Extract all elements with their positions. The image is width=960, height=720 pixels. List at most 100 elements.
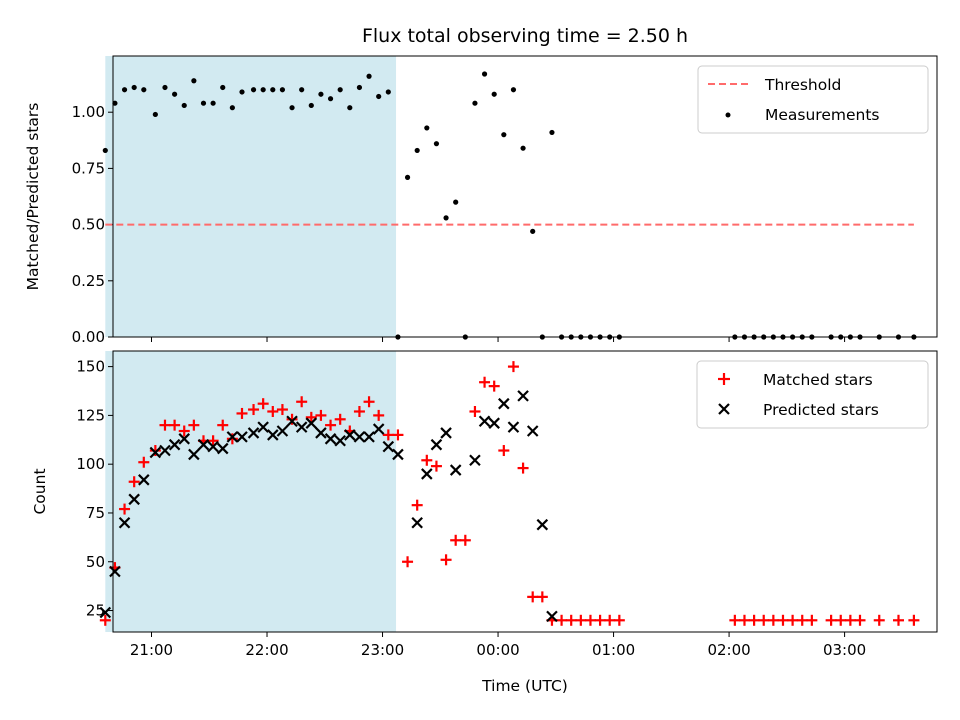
measurement-point (152, 111, 158, 118)
y-tick-label: 50 (86, 553, 105, 571)
cross-stroke (168, 438, 181, 451)
measurement-point (239, 89, 245, 95)
matched-star-point (286, 413, 298, 425)
matched-star-point (315, 409, 327, 421)
measurement-point (337, 87, 343, 93)
cross-stroke (449, 464, 462, 476)
predicted-star-point (411, 516, 423, 529)
cross-stroke (526, 425, 539, 437)
predicted-star-point (305, 417, 318, 429)
predicted-star-point (236, 431, 248, 443)
matched-star-point (825, 614, 837, 626)
matched-star-point (188, 419, 200, 431)
matched-star-point (556, 614, 568, 626)
predicted-star-point (267, 429, 279, 441)
matched-star-point (854, 614, 866, 626)
matched-star-point (440, 554, 452, 566)
predicted-star-point (197, 438, 210, 451)
cross-stroke (178, 433, 191, 445)
predicted-star-point (469, 454, 481, 467)
matched-star-point (226, 433, 238, 445)
x-tick-label: 22:00 (245, 641, 288, 659)
top-panel: 0.00 0.25 0.50 0.75 1.00 Matched/Predicted s… (24, 55, 938, 346)
predicted-star-point (478, 415, 491, 428)
matched-star-point (908, 614, 920, 626)
measurement-point (181, 102, 187, 109)
top-shaded-interval (105, 56, 397, 337)
cross-stroke (478, 415, 491, 428)
cross-stroke (440, 427, 452, 439)
measurement-point (279, 87, 286, 93)
matched-star-point (748, 614, 760, 626)
cross-stroke (315, 427, 327, 439)
measurement-point (424, 125, 430, 131)
predicted-star-point (276, 425, 289, 437)
matched-star-point (178, 425, 190, 437)
predicted-star-point (149, 446, 162, 459)
predicted-star-point (344, 429, 356, 441)
predicted-star-point (247, 427, 260, 439)
measurement-point (308, 102, 314, 109)
measurement-point (366, 73, 372, 79)
matched-star-point (758, 614, 770, 626)
matched-star-point (236, 407, 248, 419)
measurement-point (162, 84, 168, 91)
matched-star-point (738, 614, 750, 626)
measurement-point (102, 147, 108, 154)
matched-star-point (892, 614, 904, 626)
legend-predicted-label: Predicted stars (763, 401, 879, 419)
measurement-point (376, 93, 382, 100)
measurement-point (289, 105, 295, 111)
predicted-star-point (526, 425, 539, 437)
matched-star-point (325, 419, 337, 431)
x-tick-label: 21:00 (130, 641, 173, 659)
predicted-star-point (363, 431, 375, 443)
predicted-star-point (178, 433, 191, 445)
cross-stroke (421, 468, 433, 480)
top-y-axis: 0.00 0.25 0.50 0.75 1.00 (72, 103, 113, 346)
matched-star-point (248, 404, 260, 416)
predicted-star-point (449, 464, 462, 476)
matched-star-point (119, 503, 131, 515)
predicted-star-point (226, 431, 239, 443)
predicted-star-point (168, 438, 181, 451)
x-tick-label: 00:00 (476, 641, 519, 659)
predicted-star-point (382, 440, 395, 453)
predicted-star-point (507, 421, 520, 433)
legend-measurements-swatch (725, 112, 731, 118)
measurement-point (327, 96, 334, 102)
cross-stroke (411, 516, 423, 529)
y-tick-label: 0.00 (72, 328, 105, 346)
predicted-star-point (392, 448, 404, 461)
predicted-star-point (159, 444, 171, 457)
cross-stroke (128, 493, 140, 506)
measurement-point (141, 87, 147, 93)
cross-stroke (536, 518, 549, 531)
cross-stroke (286, 415, 298, 428)
cross-stroke (276, 425, 289, 437)
legend-matched-swatch (718, 373, 730, 385)
top-y-axis-label: Matched/Predicted stars (24, 103, 42, 291)
cross-stroke (353, 431, 366, 443)
matched-star-point (584, 614, 596, 626)
measurement-point (481, 71, 488, 77)
matched-star-point (99, 614, 111, 626)
matched-star-point (536, 591, 548, 603)
measurement-point (200, 100, 207, 106)
predicted-star-point (536, 518, 549, 531)
top-axes-frame (112, 55, 938, 338)
cross-stroke (363, 431, 375, 443)
predicted-star-point (372, 423, 385, 435)
measurement-point (433, 141, 440, 147)
measurement-point (414, 147, 420, 154)
y-tick-label: 1.00 (72, 103, 105, 121)
measurement-point (172, 91, 178, 97)
matched-star-point (613, 614, 625, 626)
matched-star-point (353, 405, 365, 417)
measurement-point (356, 84, 363, 91)
cross-stroke (488, 417, 500, 429)
predicted-star-point (488, 417, 500, 429)
matched-star-point (844, 614, 856, 626)
matched-star-point (488, 380, 500, 392)
predicted-star-point (128, 493, 140, 506)
